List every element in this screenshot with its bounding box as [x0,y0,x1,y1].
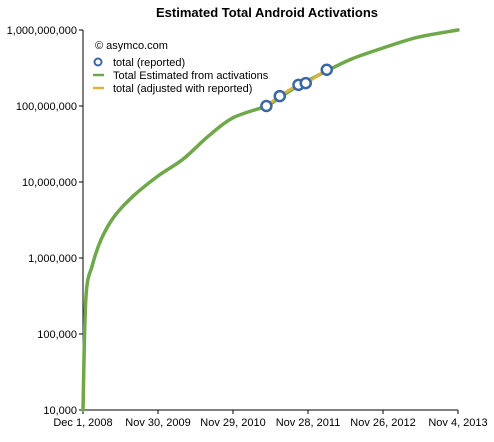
x-tick-label: Nov 26, 2012 [350,417,415,429]
y-tick-label: 100,000 [37,329,77,341]
estimated-activations-line [81,28,460,412]
y-tick-label: 1,000,000,000 [7,25,77,37]
copyright-annotation: © asymco.com [95,40,168,52]
reported-point-marker [320,63,333,76]
legend: total (reported)Total Estimated from act… [93,57,269,95]
y-tick-label: 1,000,000 [28,253,77,265]
reported-point-marker [260,99,273,113]
legend-label: total (adjusted with reported) [113,83,252,95]
x-tick-label: Nov 28, 2011 [276,417,341,429]
x-tick-label: Nov 30, 2009 [125,417,190,429]
reported-point-marker [299,76,312,90]
x-tick-label: Dec 1, 2008 [53,417,112,429]
reported-point-marker [273,89,287,103]
y-tick-label: 10,000 [43,405,77,417]
plot-area: 10,000 100,000 1,000,000 10,000,000 100,000,… [7,25,488,429]
chart-title: Estimated Total Android Activations [156,5,378,20]
legend-marker-symbol [93,57,103,67]
y-tick-label: 10,000,000 [22,177,77,189]
x-tick-label: Nov 29, 2010 [200,417,265,429]
legend-label: Total Estimated from activations [113,70,269,82]
y-tick-label: 100,000,000 [16,101,77,113]
x-tick-label: Nov 4, 2013 [428,417,487,429]
legend-label: total (reported) [113,57,185,69]
